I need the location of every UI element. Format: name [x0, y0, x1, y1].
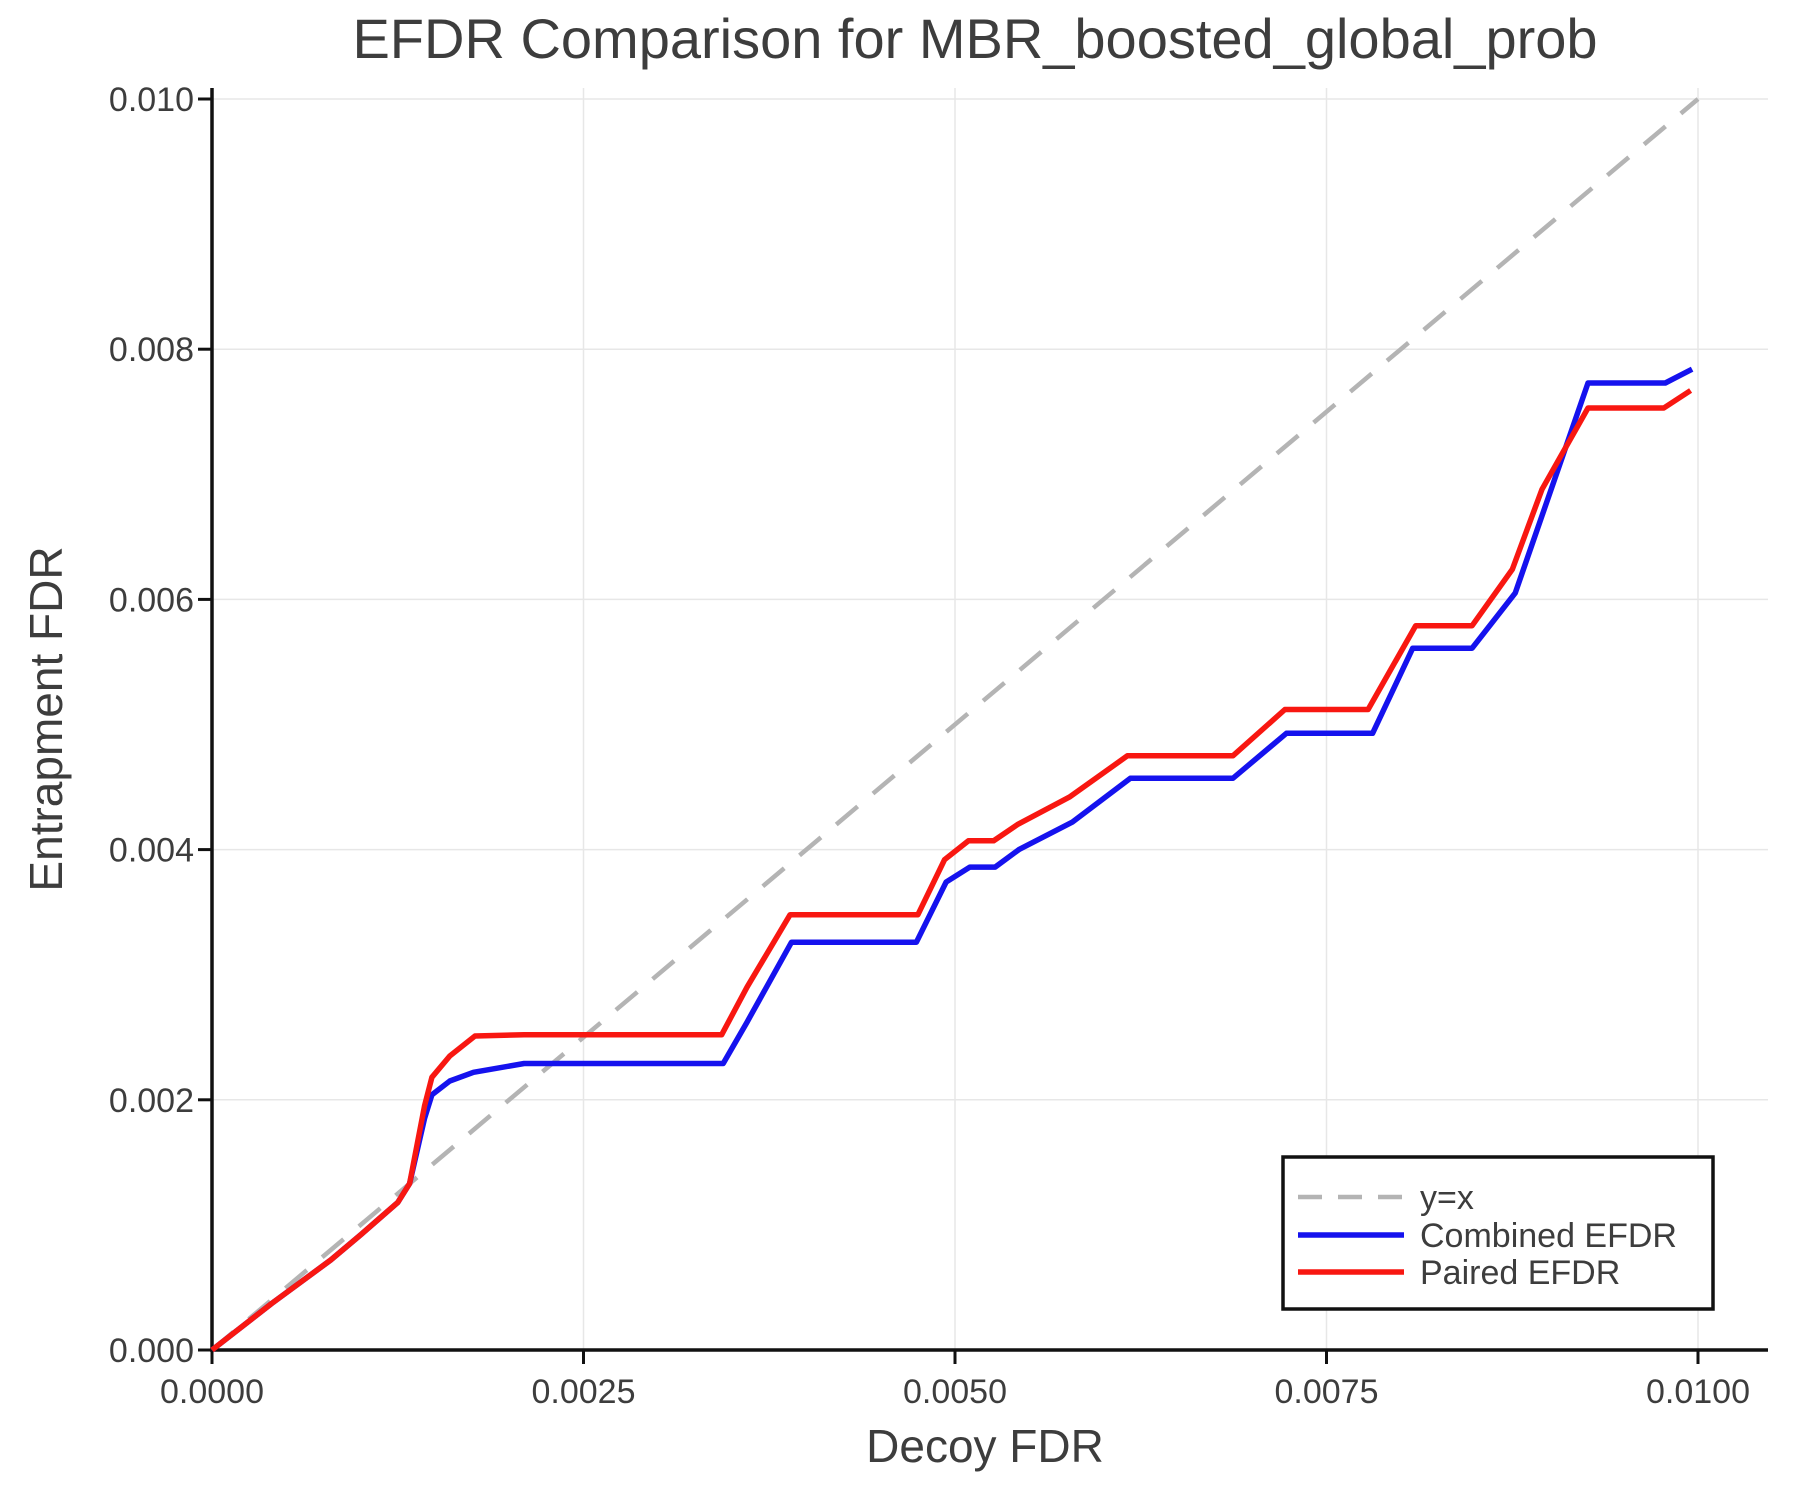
tick-labels: 0.0000 0.0025 0.0050 0.0075 0.0100 0.000 0.002…: [109, 81, 1750, 1411]
y-tick-label: 0.000: [109, 1332, 194, 1370]
y-tick-label: 0.002: [109, 1082, 194, 1120]
chart-title: EFDR Comparison for MBR_boosted_global_p…: [352, 7, 1597, 70]
x-axis-label: Decoy FDR: [866, 1420, 1104, 1472]
y-tick-label: 0.004: [109, 832, 194, 870]
x-tick-label: 0.0100: [1646, 1373, 1750, 1411]
legend: y=x Combined EFDR Paired EFDR: [1281, 1155, 1715, 1311]
x-tick-label: 0.0075: [1275, 1373, 1379, 1411]
reference-line-y-equals-x: [210, 97, 1700, 1352]
paired-efdr-line: [210, 388, 1693, 1353]
legend-label-paired-efdr: Paired EFDR: [1420, 1254, 1620, 1292]
legend-label-y-equals-x: y=x: [1420, 1179, 1474, 1217]
y-tick-label: 0.006: [109, 581, 194, 619]
x-tick-label: 0.0000: [160, 1373, 264, 1411]
x-tick-label: 0.0025: [532, 1373, 636, 1411]
x-tick-label: 0.0050: [903, 1373, 1007, 1411]
y-axis-label: Entrapment FDR: [20, 546, 72, 891]
y-tick-label: 0.008: [109, 331, 194, 369]
axis-ticks: [198, 97, 1700, 1364]
legend-label-combined-efdr: Combined EFDR: [1420, 1217, 1677, 1255]
y-tick-label: 0.010: [109, 81, 194, 119]
